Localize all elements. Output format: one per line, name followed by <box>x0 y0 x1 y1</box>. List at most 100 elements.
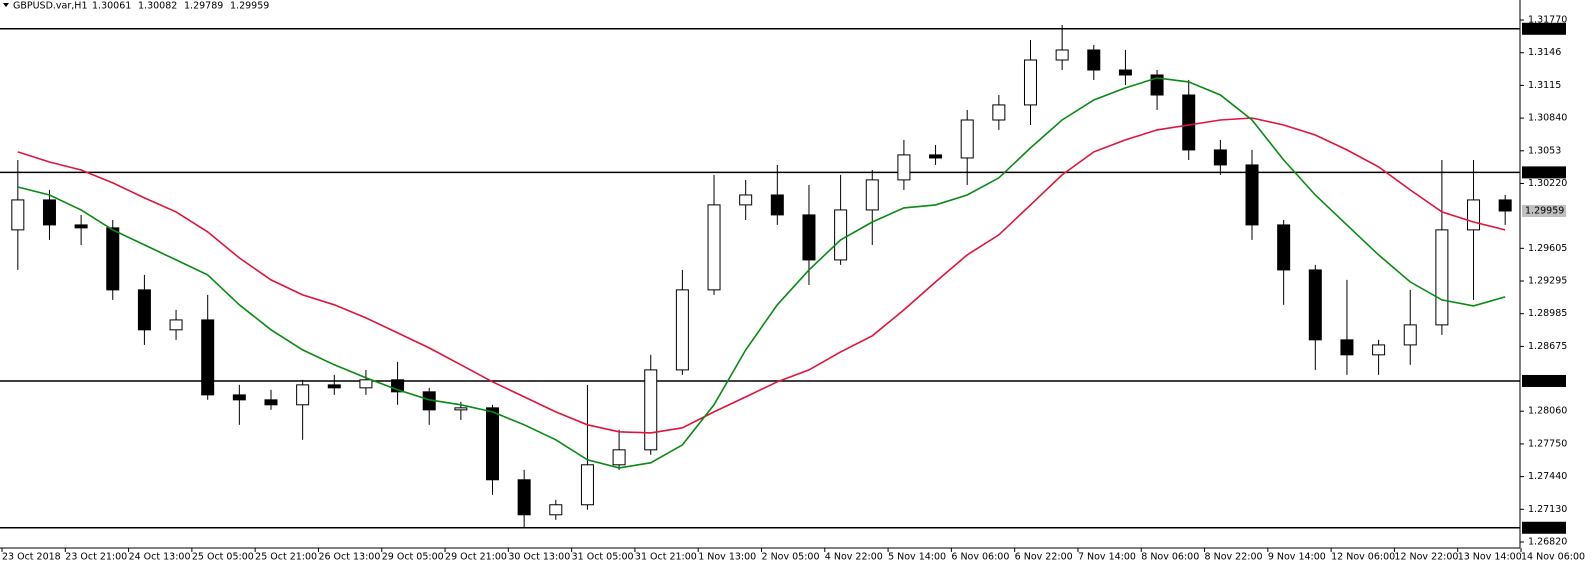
candle-body <box>106 227 120 291</box>
candle-body <box>1023 59 1037 106</box>
y-tick-label: 1.29605 <box>1528 243 1567 254</box>
symbol-title: GBPUSD.var,H1 <box>13 1 87 12</box>
candle-body <box>707 204 721 291</box>
x-tick-label: 4 Nov 22:00 <box>825 552 883 563</box>
x-tick-label: 29 Oct 21:00 <box>445 552 507 563</box>
y-tick-label: 1.27130 <box>1528 504 1567 515</box>
x-tick-label: 8 Nov 06:00 <box>1141 552 1199 563</box>
candle-body <box>1372 344 1386 356</box>
candle-body <box>802 214 816 261</box>
y-tick-label: 1.27750 <box>1528 438 1567 449</box>
current-price-label: 1.29959 <box>1525 205 1564 216</box>
y-tick-label: 1.28060 <box>1528 406 1567 417</box>
x-tick-label: 29 Oct 05:00 <box>382 552 444 563</box>
candle-body <box>1055 49 1069 61</box>
x-tick-label: 31 Oct 21:00 <box>635 552 697 563</box>
level-label-box <box>1522 521 1566 534</box>
candle-body <box>1403 324 1417 346</box>
candle-body <box>865 179 879 211</box>
moving-average <box>17 77 1506 469</box>
header-value: 1.29959 <box>230 1 269 12</box>
candle-body <box>644 369 658 451</box>
candle-body <box>1277 224 1291 271</box>
candle-body <box>42 199 56 226</box>
current-price-box <box>1522 204 1566 217</box>
candle-body <box>1498 199 1512 212</box>
x-tick-label: 6 Nov 06:00 <box>951 552 1009 563</box>
header-value: 1.30061 <box>92 1 131 12</box>
level-label: 1.31687 <box>1525 23 1564 34</box>
menu-arrow[interactable] <box>3 3 9 7</box>
candle-body <box>834 209 848 261</box>
x-tick-label: 14 Nov 06:00 <box>1521 552 1585 563</box>
header-value: 1.30082 <box>138 1 177 12</box>
candle-body <box>359 379 373 389</box>
level-label-box <box>1522 22 1566 35</box>
level-label-box <box>1522 374 1566 387</box>
x-tick-label: 6 Nov 22:00 <box>1015 552 1073 563</box>
candle-body <box>296 384 310 406</box>
candle-body <box>897 154 911 181</box>
candle-body <box>1308 269 1322 341</box>
candle-body <box>11 199 25 231</box>
candle-body <box>580 464 594 506</box>
x-tick-label: 8 Nov 22:00 <box>1205 552 1263 563</box>
y-tick-label: 1.27440 <box>1528 471 1567 482</box>
x-tick-label: 23 Oct 21:00 <box>65 552 127 563</box>
candle-body <box>992 104 1006 121</box>
candle-body <box>1435 229 1449 326</box>
candle-body <box>1467 199 1481 231</box>
y-tick-label: 1.3146 <box>1528 47 1561 58</box>
candle-body <box>137 289 151 331</box>
candle-body <box>929 154 943 159</box>
candle-body <box>454 407 468 411</box>
candle-body <box>1213 149 1227 166</box>
y-tick-label: 1.30840 <box>1528 113 1567 124</box>
candle-body <box>612 449 626 466</box>
y-tick-label: 1.28985 <box>1528 308 1567 319</box>
candle-body <box>739 194 753 206</box>
x-tick-label: 13 Nov 14:00 <box>1458 552 1522 563</box>
candle-body <box>960 119 974 159</box>
x-tick-label: 12 Nov 06:00 <box>1331 552 1395 563</box>
x-tick-label: 7 Nov 14:00 <box>1078 552 1136 563</box>
candle-body <box>327 384 341 389</box>
candle-body <box>232 394 246 401</box>
x-tick-label: 9 Nov 14:00 <box>1268 552 1326 563</box>
candle-body <box>1118 69 1132 76</box>
x-tick-label: 24 Oct 13:00 <box>129 552 191 563</box>
y-tick-label: 1.28675 <box>1528 341 1567 352</box>
x-tick-label: 30 Oct 13:00 <box>508 552 570 563</box>
header-value: 1.29789 <box>184 1 223 12</box>
x-tick-label: 23 Oct 2018 <box>2 552 61 563</box>
candle-body <box>1340 339 1354 356</box>
candle-body <box>1150 74 1164 96</box>
candle-body <box>1182 94 1196 151</box>
candle-body <box>486 407 500 481</box>
candle-body <box>770 194 784 216</box>
candle-body <box>169 319 183 331</box>
candle-body <box>517 479 531 516</box>
level-label-box <box>1522 166 1566 179</box>
y-tick-label: 1.3115 <box>1528 80 1561 91</box>
x-tick-label: 25 Oct 21:00 <box>255 552 317 563</box>
y-tick-label: 1.3053 <box>1528 145 1561 156</box>
y-tick-label: 1.29295 <box>1528 276 1567 287</box>
candle-body <box>74 224 88 229</box>
x-tick-label: 26 Oct 13:00 <box>318 552 380 563</box>
y-tick-label: 1.26820 <box>1528 536 1567 547</box>
level-label: 1.26955 <box>1525 522 1564 533</box>
x-tick-label: 12 Nov 22:00 <box>1394 552 1458 563</box>
candle-body <box>201 319 215 396</box>
x-tick-label: 31 Oct 05:00 <box>572 552 634 563</box>
moving-average <box>17 117 1506 434</box>
x-tick-label: 25 Oct 05:00 <box>192 552 254 563</box>
plot <box>0 24 1520 529</box>
y-tick-label: 1.31770 <box>1528 15 1567 26</box>
x-tick-label: 2 Nov 05:00 <box>762 552 820 563</box>
x-tick-label: 1 Nov 13:00 <box>698 552 756 563</box>
candle-body <box>264 399 278 406</box>
level-label: 1.30325 <box>1525 167 1564 178</box>
